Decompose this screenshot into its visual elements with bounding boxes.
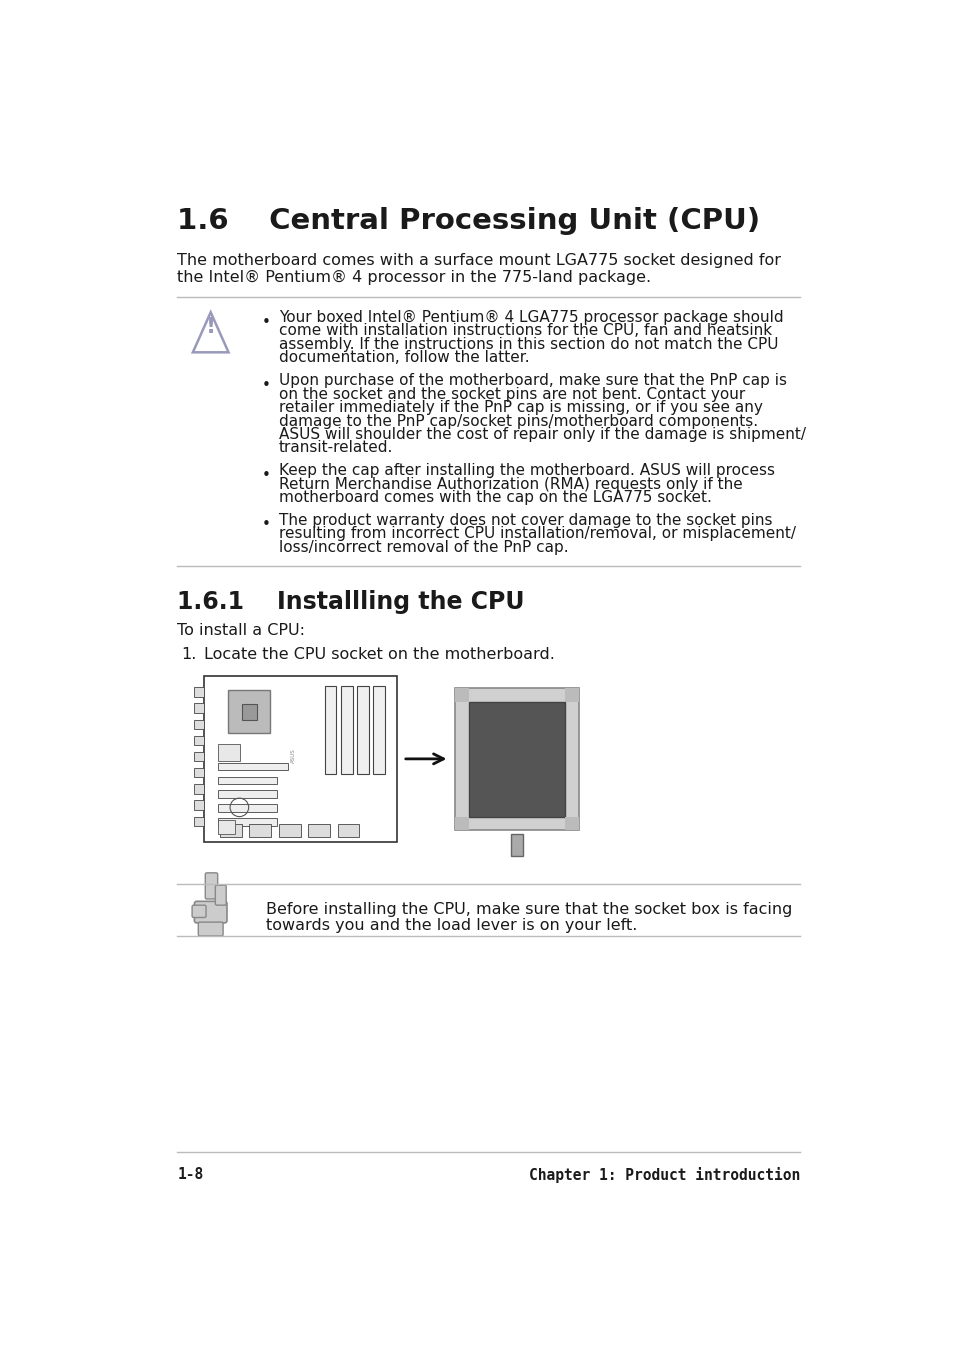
FancyBboxPatch shape	[278, 824, 300, 836]
FancyBboxPatch shape	[218, 819, 276, 825]
Text: 1-8: 1-8	[177, 1167, 203, 1182]
FancyBboxPatch shape	[455, 816, 468, 831]
FancyBboxPatch shape	[337, 824, 359, 836]
FancyBboxPatch shape	[564, 688, 578, 703]
FancyBboxPatch shape	[220, 824, 241, 836]
Text: The motherboard comes with a surface mount LGA775 socket designed for: The motherboard comes with a surface mou…	[177, 253, 781, 267]
FancyBboxPatch shape	[193, 816, 204, 825]
Text: 1.6.1    Installling the CPU: 1.6.1 Installling the CPU	[177, 590, 524, 615]
FancyBboxPatch shape	[205, 873, 217, 898]
FancyBboxPatch shape	[308, 824, 330, 836]
Text: •: •	[262, 467, 271, 482]
FancyBboxPatch shape	[193, 736, 204, 744]
FancyBboxPatch shape	[356, 686, 369, 774]
Text: loss/incorrect removal of the PnP cap.: loss/incorrect removal of the PnP cap.	[278, 540, 568, 555]
FancyBboxPatch shape	[193, 720, 204, 728]
FancyBboxPatch shape	[193, 753, 204, 761]
Text: resulting from incorrect CPU installation/removal, or misplacement/: resulting from incorrect CPU installatio…	[278, 527, 795, 542]
FancyBboxPatch shape	[218, 804, 276, 812]
Text: ASUS: ASUS	[291, 748, 295, 763]
FancyBboxPatch shape	[340, 686, 353, 774]
Text: Upon purchase of the motherboard, make sure that the PnP cap is: Upon purchase of the motherboard, make s…	[278, 373, 786, 388]
FancyBboxPatch shape	[215, 885, 226, 905]
FancyBboxPatch shape	[193, 769, 204, 777]
FancyBboxPatch shape	[510, 835, 522, 857]
Text: To install a CPU:: To install a CPU:	[177, 623, 305, 638]
FancyBboxPatch shape	[218, 763, 288, 770]
FancyBboxPatch shape	[193, 785, 204, 793]
FancyBboxPatch shape	[193, 800, 204, 809]
Text: motherboard comes with the cap on the LGA775 socket.: motherboard comes with the cap on the LG…	[278, 490, 711, 505]
FancyBboxPatch shape	[564, 816, 578, 831]
FancyBboxPatch shape	[468, 703, 564, 816]
Text: transit-related.: transit-related.	[278, 440, 393, 455]
FancyBboxPatch shape	[192, 905, 206, 917]
Text: •: •	[262, 315, 271, 330]
Text: assembly. If the instructions in this section do not match the CPU: assembly. If the instructions in this se…	[278, 336, 778, 351]
FancyBboxPatch shape	[241, 704, 257, 720]
FancyBboxPatch shape	[249, 824, 271, 836]
FancyBboxPatch shape	[194, 901, 227, 923]
FancyBboxPatch shape	[455, 688, 468, 703]
Text: ASUS will shoulder the cost of repair only if the damage is shipment/: ASUS will shoulder the cost of repair on…	[278, 427, 805, 442]
Text: Return Merchandise Authorization (RMA) requests only if the: Return Merchandise Authorization (RMA) r…	[278, 477, 741, 492]
Text: on the socket and the socket pins are not bent. Contact your: on the socket and the socket pins are no…	[278, 386, 744, 401]
FancyBboxPatch shape	[218, 790, 276, 798]
Text: Keep the cap after installing the motherboard. ASUS will process: Keep the cap after installing the mother…	[278, 463, 774, 478]
FancyBboxPatch shape	[455, 688, 578, 831]
Text: documentation, follow the latter.: documentation, follow the latter.	[278, 350, 529, 365]
Text: 1.6    Central Processing Unit (CPU): 1.6 Central Processing Unit (CPU)	[177, 207, 760, 235]
FancyBboxPatch shape	[198, 923, 223, 936]
Text: come with installation instructions for the CPU, fan and heatsink: come with installation instructions for …	[278, 323, 771, 339]
Text: Chapter 1: Product introduction: Chapter 1: Product introduction	[529, 1167, 800, 1183]
Text: 1.: 1.	[181, 647, 196, 662]
FancyBboxPatch shape	[218, 744, 240, 761]
FancyBboxPatch shape	[218, 777, 276, 785]
Text: !: !	[206, 317, 215, 338]
Text: towards you and the load lever is on your left.: towards you and the load lever is on you…	[266, 919, 638, 934]
FancyBboxPatch shape	[218, 820, 235, 835]
Text: The product warranty does not cover damage to the socket pins: The product warranty does not cover dama…	[278, 513, 772, 528]
FancyBboxPatch shape	[373, 686, 385, 774]
Text: damage to the PnP cap/socket pins/motherboard components.: damage to the PnP cap/socket pins/mother…	[278, 413, 758, 428]
FancyBboxPatch shape	[204, 677, 396, 842]
Text: Locate the CPU socket on the motherboard.: Locate the CPU socket on the motherboard…	[204, 647, 555, 662]
FancyBboxPatch shape	[324, 686, 335, 774]
FancyBboxPatch shape	[193, 704, 204, 713]
FancyBboxPatch shape	[228, 690, 270, 732]
Text: the Intel® Pentium® 4 processor in the 775-land package.: the Intel® Pentium® 4 processor in the 7…	[177, 270, 651, 285]
Text: •: •	[262, 378, 271, 393]
Text: •: •	[262, 517, 271, 532]
Text: retailer immediately if the PnP cap is missing, or if you see any: retailer immediately if the PnP cap is m…	[278, 400, 762, 415]
FancyBboxPatch shape	[193, 688, 204, 697]
Text: Before installing the CPU, make sure that the socket box is facing: Before installing the CPU, make sure tha…	[266, 902, 792, 917]
Text: Your boxed Intel® Pentium® 4 LGA775 processor package should: Your boxed Intel® Pentium® 4 LGA775 proc…	[278, 309, 782, 326]
